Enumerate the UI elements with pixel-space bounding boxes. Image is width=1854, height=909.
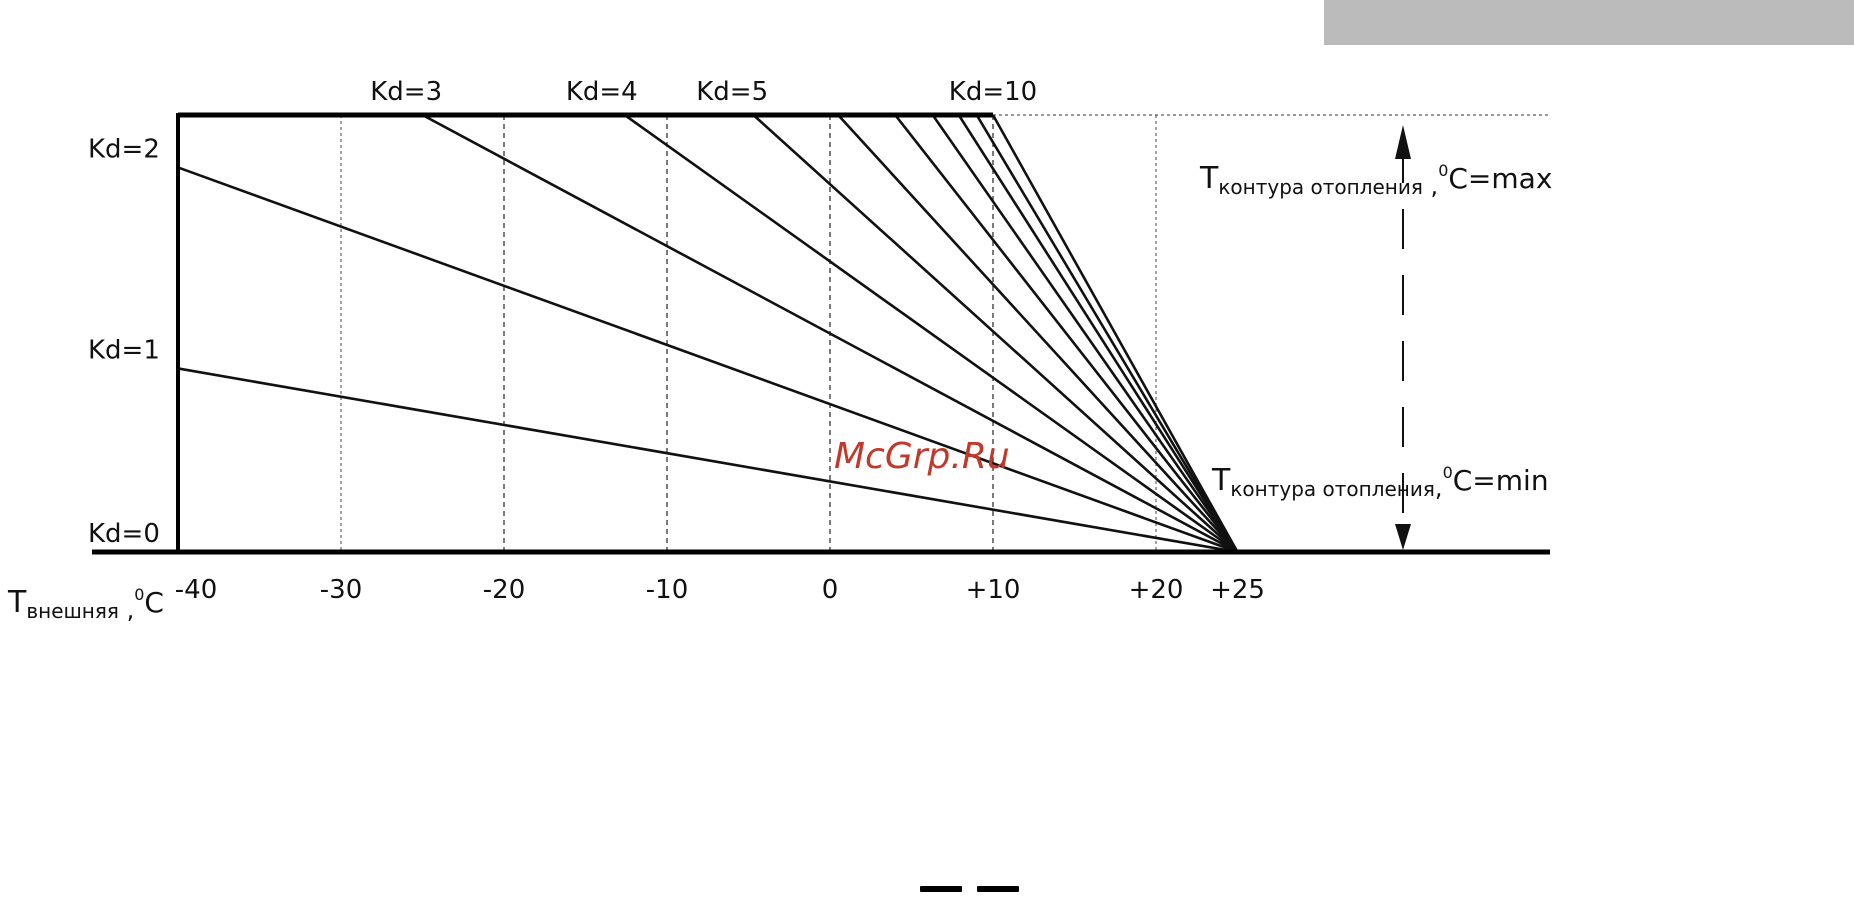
y-min-label-part: 0: [1443, 463, 1453, 482]
x-tick-label: -40: [175, 575, 217, 605]
y-min-label-part: C=min: [1453, 464, 1549, 497]
arrow-up-icon: [1395, 125, 1411, 159]
page-marker-right: [977, 886, 1019, 892]
y-max-label-part: ,: [1423, 172, 1438, 200]
curve-5: [752, 114, 1239, 553]
curve-kd-3: [421, 113, 1239, 554]
x-axis-label-part: ,: [119, 596, 134, 624]
kd-label: Kd=2: [88, 134, 160, 164]
curve-7: [894, 114, 1239, 553]
x-tick-label: +25: [1210, 575, 1265, 605]
x-axis-label-part: C: [144, 586, 164, 619]
curve-10: [975, 114, 1239, 553]
curve-kd-4: [623, 113, 1239, 554]
corner-gray-bar: [1324, 0, 1854, 45]
kd-label: Kd=4: [566, 77, 638, 107]
x-tick-label: +20: [1129, 575, 1184, 605]
heating-curves: [177, 113, 1239, 554]
curve-kd-2: [177, 166, 1238, 554]
kd-label: Kd=1: [88, 335, 160, 365]
gridlines: [340, 115, 1157, 552]
guide-lines: [993, 114, 1550, 550]
x-axis-label-part: T: [7, 585, 27, 620]
y-max-label-part: C=max: [1448, 162, 1552, 195]
arrow-down-icon: [1395, 524, 1411, 550]
x-tick-label: +10: [966, 575, 1021, 605]
kd-label: Kd=3: [370, 77, 442, 107]
x-axis-label-part: внешняя: [26, 599, 119, 623]
y-min-label-part: ,: [1435, 474, 1443, 502]
page-marker-left: [920, 886, 962, 892]
kd-label: Kd=10: [949, 77, 1037, 107]
x-axis-label-part: 0: [134, 585, 144, 604]
kd-label: Kd=0: [88, 519, 160, 549]
x-tick-label: -20: [483, 575, 525, 605]
y-max-label-part: T: [1199, 161, 1219, 196]
watermark: McGrp.Ru: [834, 436, 1010, 477]
kd-label: Kd=5: [696, 77, 768, 107]
curve-kd-10: [991, 114, 1239, 553]
curve-kd-1: [177, 367, 1238, 554]
x-tick-label: 0: [822, 575, 839, 605]
y-max-label-part: 0: [1438, 161, 1448, 180]
y-min-label: Tконтура отопления,0C=min: [1211, 463, 1549, 502]
x-axis-label: Tвнешняя ,0C: [7, 585, 164, 624]
x-tick-label: -30: [320, 575, 362, 605]
x-tick-label: -10: [646, 575, 688, 605]
labels: -40 -30 -20 -10 0 +10 +20 +25 Kd=0 Kd=1 Kd=2 Kd=3 Kd…: [7, 77, 1552, 624]
axes: [92, 112, 1550, 555]
curve-8: [931, 114, 1239, 553]
y-max-label-part: контура отопления: [1218, 175, 1423, 199]
curve-9: [957, 114, 1239, 553]
y-max-label: Tконтура отопления ,0C=max: [1199, 161, 1552, 200]
y-min-label-part: контура отопления: [1230, 477, 1435, 501]
y-min-label-part: T: [1211, 463, 1231, 498]
curve-kd-5: [837, 114, 1239, 553]
